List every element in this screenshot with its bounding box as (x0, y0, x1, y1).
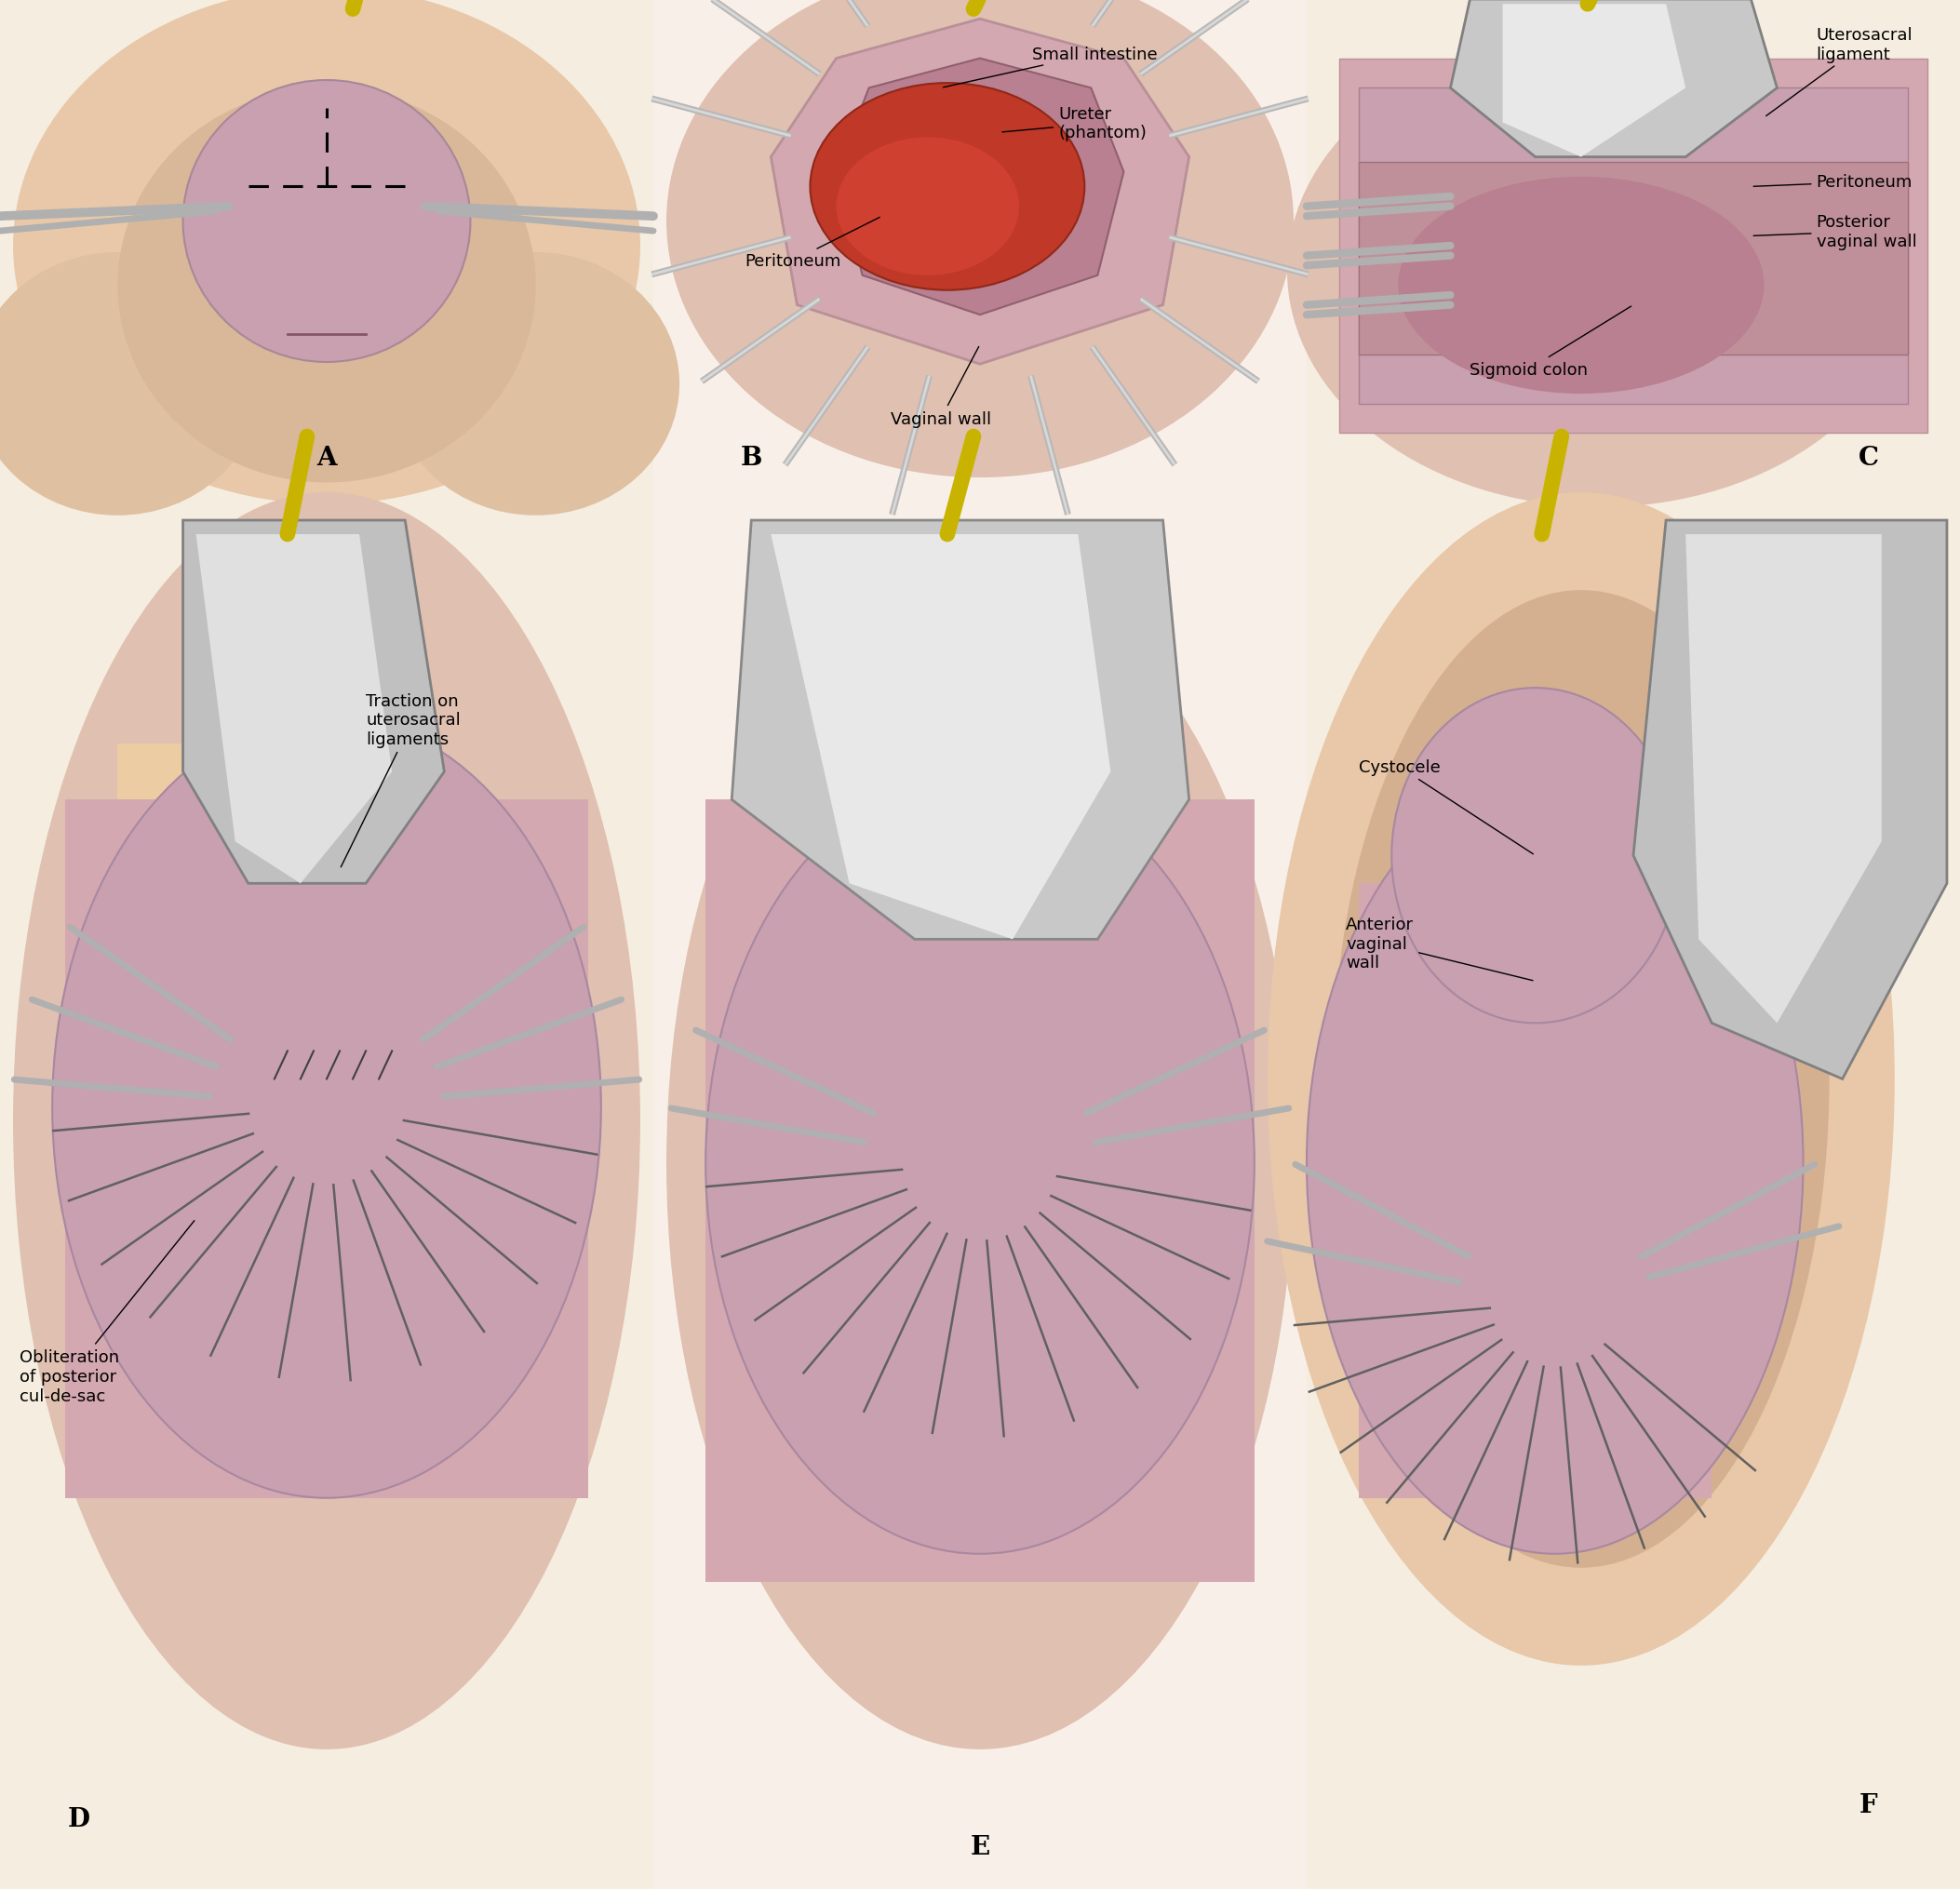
Ellipse shape (53, 716, 602, 1498)
Polygon shape (1686, 535, 1882, 1024)
Ellipse shape (837, 138, 1019, 276)
Text: Cystocele: Cystocele (1358, 759, 1533, 854)
Text: F: F (1860, 1793, 1878, 1817)
Text: Posterior
vaginal wall: Posterior vaginal wall (1754, 213, 1917, 249)
Text: Obliteration
of posterior
cul-de-sac: Obliteration of posterior cul-de-sac (20, 1220, 194, 1404)
Polygon shape (1358, 89, 1907, 404)
Polygon shape (706, 801, 1254, 1581)
Polygon shape (1358, 162, 1907, 355)
Ellipse shape (14, 0, 641, 504)
Bar (653, 0, 1307, 493)
Text: Sigmoid colon: Sigmoid colon (1470, 308, 1631, 378)
Ellipse shape (666, 576, 1294, 1749)
Ellipse shape (1397, 178, 1764, 395)
Bar (1307, 0, 1960, 493)
Polygon shape (1450, 0, 1778, 159)
Text: Peritoneum: Peritoneum (745, 217, 880, 270)
Polygon shape (1503, 6, 1686, 159)
Text: Anterior
vaginal
wall: Anterior vaginal wall (1347, 916, 1533, 980)
Polygon shape (118, 744, 339, 1358)
Polygon shape (731, 521, 1190, 939)
Ellipse shape (1392, 688, 1680, 1024)
Polygon shape (196, 535, 392, 884)
Polygon shape (770, 19, 1190, 365)
Ellipse shape (1288, 34, 1915, 508)
Polygon shape (182, 521, 445, 884)
Polygon shape (1358, 884, 1711, 1498)
Text: D: D (67, 1806, 90, 1832)
Polygon shape (770, 535, 1111, 939)
Ellipse shape (706, 773, 1254, 1555)
Ellipse shape (182, 81, 470, 363)
Text: Uterosacral
ligament: Uterosacral ligament (1766, 26, 1913, 117)
Ellipse shape (14, 493, 641, 1749)
Ellipse shape (666, 0, 1294, 478)
Polygon shape (1633, 521, 1946, 1079)
Bar (0, 493, 653, 1889)
Text: A: A (318, 446, 337, 470)
Text: Ureter
(phantom): Ureter (phantom) (1002, 106, 1147, 142)
Text: Traction on
uterosacral
ligaments: Traction on uterosacral ligaments (341, 693, 461, 867)
Bar (653, 493, 1307, 1889)
Text: E: E (970, 1834, 990, 1859)
Polygon shape (249, 89, 406, 355)
Text: C: C (1858, 446, 1880, 470)
Polygon shape (65, 801, 588, 1498)
Ellipse shape (0, 253, 261, 516)
Ellipse shape (1268, 493, 1895, 1666)
Ellipse shape (392, 253, 680, 516)
Ellipse shape (1307, 773, 1803, 1555)
Text: Small intestine: Small intestine (943, 45, 1158, 89)
Polygon shape (837, 59, 1123, 315)
Text: B: B (741, 446, 762, 470)
Polygon shape (1339, 59, 1927, 434)
Bar (0, 0, 653, 493)
Ellipse shape (809, 83, 1084, 291)
Text: Peritoneum: Peritoneum (1754, 174, 1913, 191)
Bar (1307, 493, 1960, 1889)
Ellipse shape (118, 89, 535, 484)
Text: Vaginal wall: Vaginal wall (890, 348, 992, 427)
Ellipse shape (1333, 591, 1829, 1568)
